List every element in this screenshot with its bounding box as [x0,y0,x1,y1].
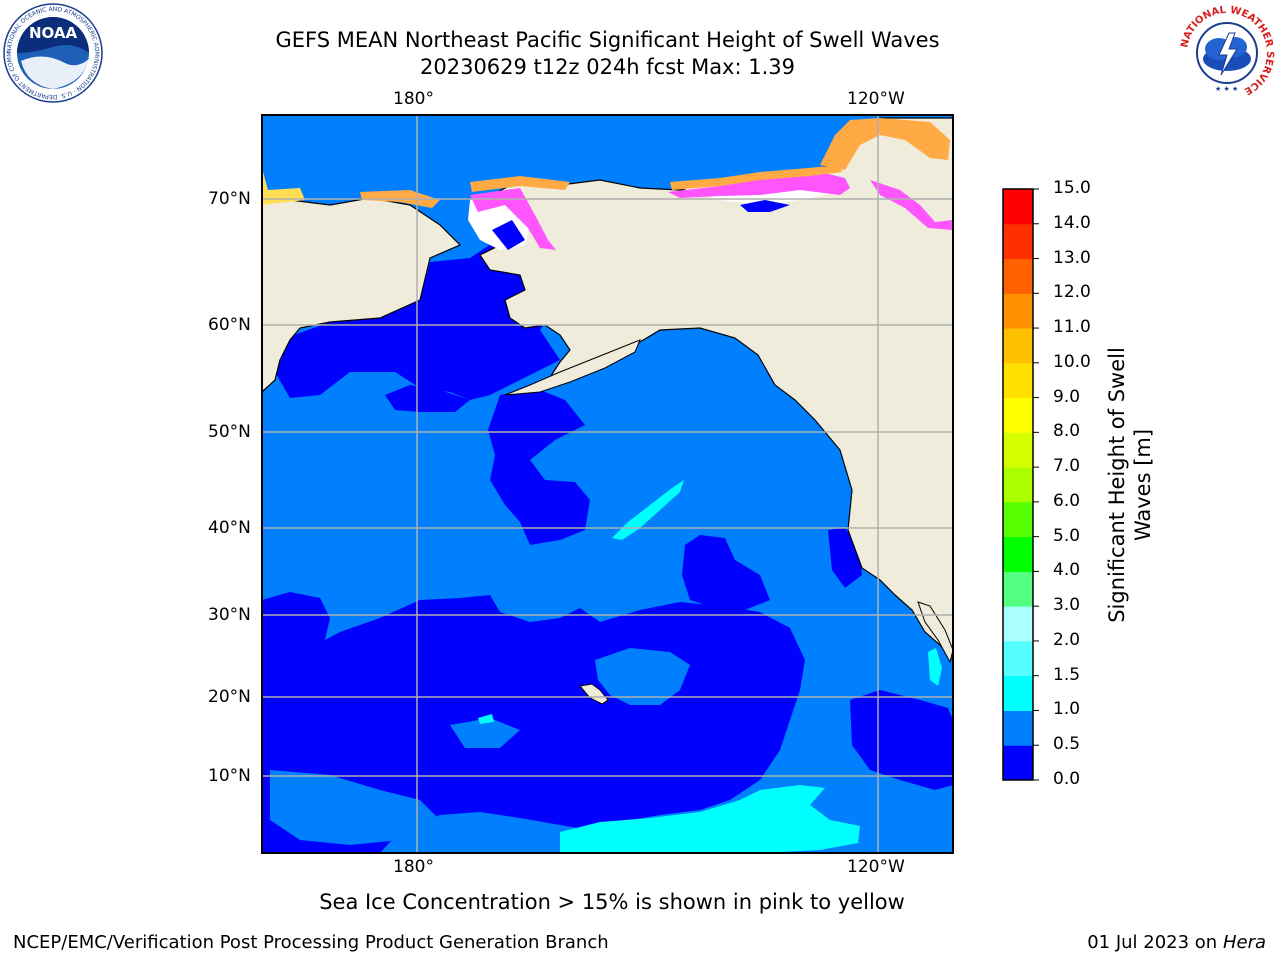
swell-1.0-1.5-band-south [560,785,860,853]
colorbar-segment [1003,258,1033,294]
lat-label-40n: 40°N [208,518,251,538]
aleutian-low-patch [385,385,470,412]
colorbar-tick-label: 1.0 [1053,699,1081,720]
hawaii-islands [579,683,609,705]
colorbar-tick-label: 0.0 [1053,769,1081,789]
noaa-logo-text: NOAA [29,24,78,42]
colorbar-tick-label: 8.0 [1053,421,1081,442]
lat-label-10n: 10°N [208,766,251,786]
colorbar-tick-label: 5.0 [1053,525,1081,546]
swell-1.0-1.5-dot [478,714,494,724]
colorbar-frame [1002,188,1034,781]
colorbar-tick-label: 7.0 [1053,456,1081,477]
colorbar [1003,188,1039,781]
colorbar-segment [1003,606,1033,642]
colorbar-tick-label: 0.5 [1053,734,1081,755]
noaa-logo: NATIONAL OCEANIC AND ATMOSPHERIC ADMINIS… [3,3,103,103]
chart-title: GEFS MEAN Northeast Pacific Significant … [275,28,940,52]
footer-machine: Hera [1222,932,1266,953]
map-gridlines [262,115,953,853]
colorbar-tick-label: 15.0 [1053,178,1091,198]
swell-1.0-1.5-streak [612,480,684,540]
colorbar-tick-label: 12.0 [1053,282,1091,303]
colorbar-segment [1003,397,1033,433]
sea-ice-chukchi-edge [470,176,570,192]
colorbar-segment [1003,710,1033,746]
colorbar-segment [1003,675,1033,711]
lon-label-bottom-120w: 120°W [847,857,905,877]
colorbar-segment [1003,293,1033,329]
colorbar-tick-label: 2.0 [1053,629,1081,650]
sea-ice-beaufort-edge [670,165,842,190]
colorbar-tick-label: 3.0 [1053,595,1081,616]
colorbar-title-line2: Waves [m] [1131,428,1155,542]
footer-date-text: 01 Jul 2023 on [1087,932,1223,953]
colorbar-tick-label: 11.0 [1053,317,1091,338]
colorbar-tick-label: 14.0 [1053,212,1091,233]
svg-text:★ ★ ★: ★ ★ ★ [1215,85,1238,93]
colorbar-tick-label: 13.0 [1053,247,1091,268]
sea-ice-beaufort-pink [668,172,850,198]
lat-label-20n: 20°N [208,687,251,707]
map-frame [261,114,954,854]
mid-swell-patch-west [450,718,520,748]
siberia-land [262,115,462,393]
mid-swell-patch-hawaii [595,648,690,705]
colorbar-segment [1003,223,1033,260]
beaufort-open-water [740,200,790,212]
lat-label-60n: 60°N [208,315,251,335]
footer-date: 01 Jul 2023 on Hera [1087,932,1266,953]
eastern-pacific-low-patch [850,690,953,790]
sea-ice-archipelago-pink [870,180,953,230]
sea-ice-caption: Sea Ice Concentration > 15% is shown in … [319,890,905,914]
colorbar-segment [1003,571,1033,607]
colorbar-tick-label: 10.0 [1053,351,1091,372]
sea-ice-chukchi-pink [470,188,556,250]
colorbar-segment [1003,432,1033,468]
lon-label-bottom-180: 180° [393,857,434,877]
colorbar-tick-label: 6.0 [1053,490,1081,511]
colorbar-tick-label: 1.5 [1053,664,1081,685]
colorbar-title: Significant Height of Swell Waves [m] [1104,347,1156,623]
sea-ice-archipelago [820,118,950,170]
colorbar-segment [1003,362,1033,399]
colorbar-segment [1003,536,1033,572]
lat-label-30n: 30°N [208,605,251,625]
colorbar-segment [1003,640,1033,677]
map-field [262,115,953,853]
footer-credit: NCEP/EMC/Verification Post Processing Pr… [13,932,609,953]
chukchi-open-water [492,220,525,250]
lat-label-50n: 50°N [208,422,251,442]
colorbar-segment [1003,501,1033,538]
lon-label-top-180: 180° [393,89,434,109]
colorbar-segment [1003,467,1033,503]
northeast-pacific-low-patch [682,535,770,610]
alaska-peninsula [504,339,641,396]
baja-california [917,601,953,664]
mid-swell-patch-south [270,770,440,845]
colorbar-tick-label: 4.0 [1053,560,1081,581]
sea-ice-siberia [262,168,305,205]
lon-label-top-120w: 120°W [847,89,905,109]
chart-subtitle: 20230629 t12z 024h fcst Max: 1.39 [420,55,795,79]
lat-label-70n: 70°N [208,189,251,209]
colorbar-title-line1: Significant Height of Swell [1105,347,1129,623]
colorbar-segment [1003,189,1033,225]
colorbar-segment [1003,328,1033,364]
colorbar-tick-label: 9.0 [1053,386,1081,407]
colorbar-segment [1003,745,1033,781]
nws-logo: NATIONAL WEATHER SERVICE ★ ★ ★ [1178,4,1276,102]
gulf-low-swell-patch [488,388,590,545]
swell-1.0-1.5-coastal [928,648,942,686]
